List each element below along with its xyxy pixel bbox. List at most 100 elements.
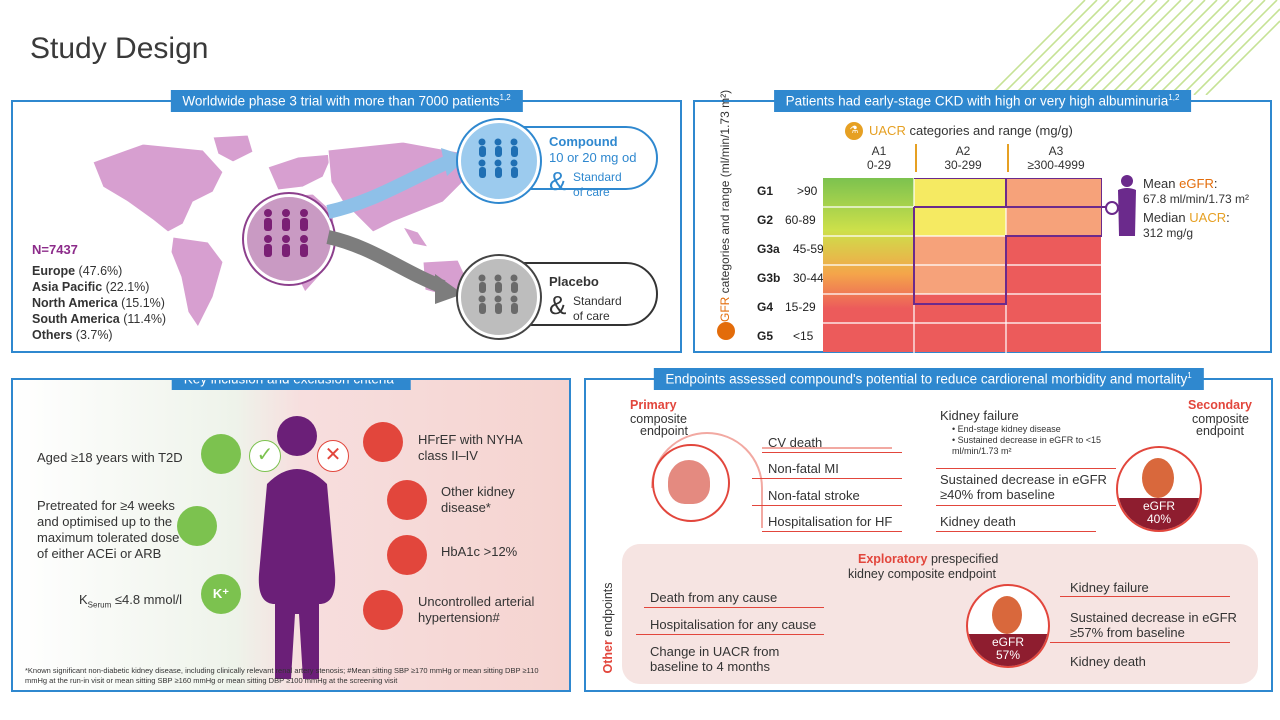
criteria-panel: Key inclusion and exclusion criteria1 Ag… — [11, 378, 571, 692]
criteria-heading: Key inclusion and exclusion criteria1 — [171, 380, 411, 390]
line — [752, 478, 902, 479]
exploratory-box — [622, 544, 1258, 684]
col-a1: A1 0-29 — [866, 144, 892, 172]
endpoints-heading: Endpoints assessed compound's potential … — [653, 368, 1204, 390]
line — [936, 505, 1116, 506]
exploratory-line2: kidney composite endpoint — [848, 567, 997, 581]
uacr-drop-icon: ⚗ — [845, 122, 863, 140]
grid-lines — [823, 178, 1102, 353]
line — [762, 531, 902, 532]
badge-40-text: eGFR 40% — [1118, 498, 1200, 530]
region-europe: Europe (47.6%) — [32, 264, 123, 278]
people-group-icon — [264, 209, 308, 257]
criteria-footnote: *Known significant non-diabetic kidney d… — [25, 666, 539, 685]
compound-dose: 10 or 20 mg od — [549, 150, 637, 165]
sec-egfr-40: Sustained decrease in eGFR ≥40% from bas… — [940, 472, 1107, 502]
primary-stroke: Non-fatal stroke — [768, 488, 860, 503]
decorative-stripes — [989, 0, 1280, 95]
region-others: Others (3.7%) — [32, 328, 113, 342]
incl-pretreated: Pretreated for ≥4 weeks and optimised up… — [37, 498, 180, 561]
incl-age: Aged ≥18 years with T2D — [37, 450, 183, 465]
row-g2: G2 60-89 — [757, 213, 816, 227]
heart-icon — [363, 422, 403, 462]
incl-potassium: KSerum ≤4.8 mmol/l — [79, 592, 182, 610]
uacr-title: UACR categories and range (mg/g) — [869, 123, 1073, 138]
connector-dot — [1105, 201, 1119, 215]
region-north-america: North America (15.1%) — [32, 296, 165, 310]
gfr-drop-icon — [717, 322, 735, 340]
cross-icon: ✕ — [317, 440, 349, 472]
kidney-shape — [1142, 458, 1174, 498]
placebo-name: Placebo — [549, 274, 599, 289]
line — [636, 634, 824, 635]
medication-icon — [177, 506, 217, 546]
secondary-composite: composite — [1192, 412, 1249, 426]
heart-shape — [668, 460, 710, 504]
placebo-people-glyph — [478, 274, 518, 314]
secondary-endpoint: endpoint — [1196, 424, 1244, 438]
placebo-soc: Standard of care — [573, 294, 622, 323]
excl-hypertension: Uncontrolled arterial hypertension# — [418, 594, 535, 625]
line — [752, 505, 902, 506]
body-silhouette — [258, 416, 336, 679]
check-icon: ✓ — [249, 440, 281, 472]
line — [936, 468, 1116, 469]
endpoints-panel: Endpoints assessed compound's potential … — [584, 368, 1273, 692]
row-g4: G4 15-29 — [757, 300, 816, 314]
line — [1060, 596, 1230, 597]
kidney-badge-40: eGFR 40% — [1116, 446, 1202, 532]
row-g1: G1 >90 — [757, 184, 818, 198]
compound-amp: & — [549, 166, 567, 196]
compound-people-glyph — [478, 138, 518, 178]
sec-kidney-death: Kidney death — [940, 514, 1016, 529]
sec-kf-bullets: • End-stage kidney disease • Sustained d… — [952, 424, 1101, 456]
kidney-badge-57: eGFR 57% — [966, 584, 1050, 668]
row-g5: G5 <15 — [757, 329, 814, 343]
trial-heading: Worldwide phase 3 trial with more than 7… — [170, 90, 523, 112]
sec-kidney-failure: Kidney failure — [940, 408, 1019, 423]
potassium-icon: K⁺ — [201, 574, 241, 614]
median-uacr-value: 312 mg/g — [1143, 226, 1194, 240]
line — [1050, 642, 1230, 643]
median-uacr: Median UACR: — [1143, 210, 1230, 225]
placebo-amp: & — [549, 290, 567, 320]
row-g3a: G3a 45-59 — [757, 242, 824, 256]
col-a2: A2 30-299 — [915, 144, 1009, 172]
primary-hf: Hospitalisation for HF — [768, 514, 893, 529]
bp-gauge-icon — [363, 590, 403, 630]
primary-composite: composite — [630, 412, 687, 426]
primary-mi: Non-fatal MI — [768, 461, 839, 476]
other-uacr: Change in UACR from baseline to 4 months — [650, 644, 780, 674]
row-g3b: G3b 30-44 — [757, 271, 824, 285]
trial-panel: Worldwide phase 3 trial with more than 7… — [11, 90, 682, 353]
gfr-axis: GFR categories and range (ml/min/1.73 m²… — [718, 89, 732, 322]
region-asia-pacific: Asia Pacific (22.1%) — [32, 280, 150, 294]
kidney-shape-2 — [992, 596, 1022, 634]
randomisation-arrows — [326, 148, 468, 304]
line — [644, 607, 824, 608]
glucometer-icon — [387, 535, 427, 575]
other-label: Other endpoints — [601, 582, 615, 674]
primary-label: Primary — [630, 398, 677, 412]
line — [936, 531, 1096, 532]
mean-egfr-value: 67.8 ml/min/1.73 m² — [1143, 192, 1250, 206]
compound-name: Compound — [549, 134, 618, 149]
mean-egfr: Mean eGFR: — [1143, 176, 1218, 191]
excl-hba1c: HbA1c >12% — [441, 544, 518, 559]
exp-kidney-death: Kidney death — [1070, 654, 1146, 669]
other-death: Death from any cause — [650, 590, 778, 605]
exp-egfr-57: Sustained decrease in eGFR ≥57% from bas… — [1070, 610, 1237, 640]
kidney-icon — [387, 480, 427, 520]
page-title: Study Design — [30, 32, 209, 65]
primary-endpoint: endpoint — [640, 424, 688, 438]
excl-kidney: Other kidney disease* — [441, 484, 515, 515]
primary-cv-death: CV death — [768, 435, 823, 450]
family-icon — [201, 434, 241, 474]
line — [762, 452, 902, 453]
ckd-panel: Patients had early-stage CKD with high o… — [693, 89, 1272, 353]
ckd-heading: Patients had early-stage CKD with high o… — [773, 90, 1192, 112]
patient-count: N=7437 — [32, 242, 78, 257]
region-south-america: South America (11.4%) — [32, 312, 167, 326]
person-icon — [1118, 175, 1136, 236]
exploratory-title: Exploratory prespecified — [858, 552, 999, 566]
